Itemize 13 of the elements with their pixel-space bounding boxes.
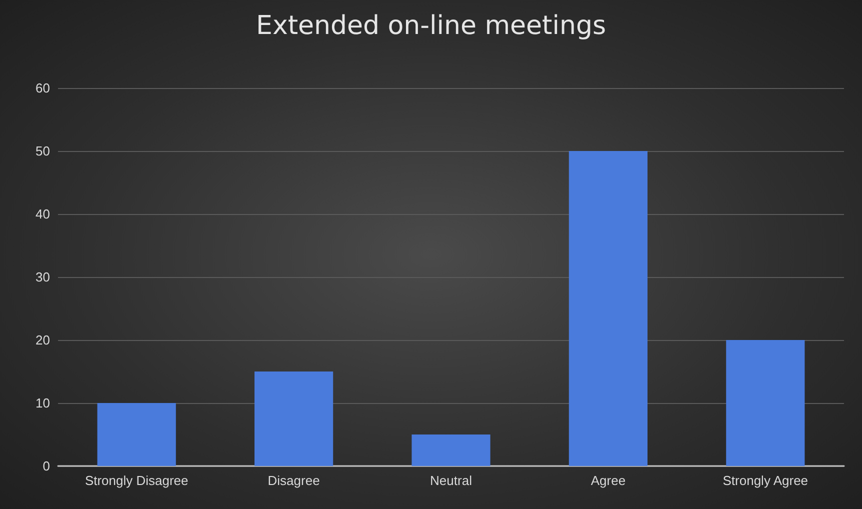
y-tick-label: 10 xyxy=(36,396,50,410)
chart-title: Extended on-line meetings xyxy=(256,11,606,41)
y-tick-label: 30 xyxy=(36,270,50,284)
y-tick-label: 60 xyxy=(36,80,50,96)
x-tick-label: Strongly Agree xyxy=(722,473,808,488)
x-tick-label: Strongly Disagree xyxy=(84,473,188,488)
y-tick-label: 20 xyxy=(36,332,50,348)
y-tick-label: 40 xyxy=(36,206,50,222)
x-tick-label: Agree xyxy=(590,473,626,488)
x-tick-label: Disagree xyxy=(268,473,320,488)
y-tick-label: 0 xyxy=(42,458,50,474)
x-tick-label: Neutral xyxy=(430,473,472,488)
y-tick-label: 50 xyxy=(36,144,50,158)
